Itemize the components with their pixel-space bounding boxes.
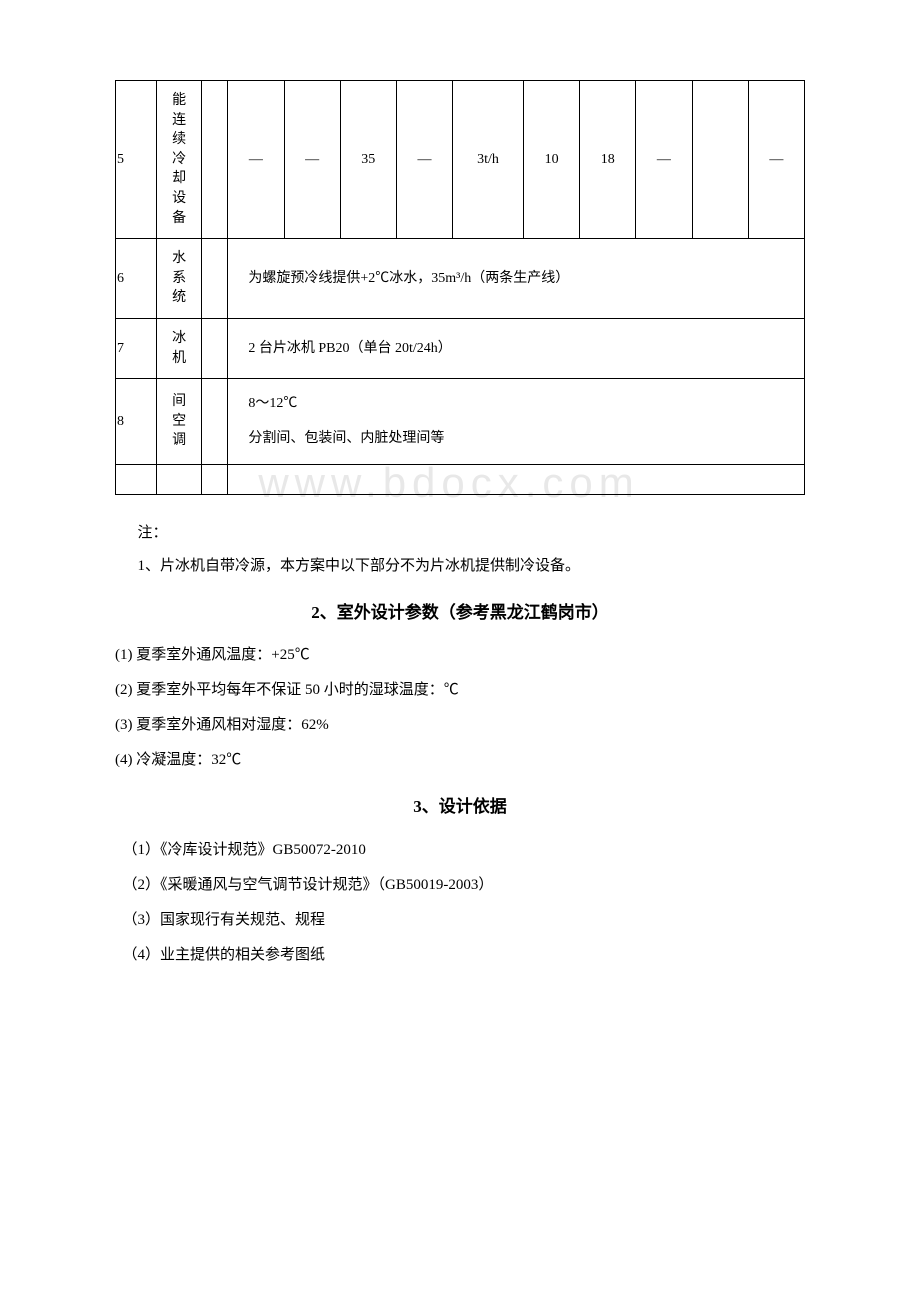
table-row-empty: www.bdocx.com	[116, 464, 805, 494]
row-name: 间空调	[157, 379, 201, 464]
parameters-table: 5 能连续冷却设备 — — 35 — 3t/h 10 18 — — 6 水系统 …	[115, 80, 805, 495]
merged-cell: 2 台片冰机 PB20（单台 20t/24h）	[228, 318, 805, 378]
table-row: 8 间空调 8～12℃ 分割间、包装间、内脏处理间等	[116, 379, 805, 464]
merged-cell: 为螺旋预冷线提供+2℃冰水，35m³/h（两条生产线）	[228, 239, 805, 319]
spacer-cell	[201, 379, 228, 464]
param-item: (4) 冷凝温度：32℃	[115, 747, 805, 774]
cell: 35	[340, 81, 396, 239]
notes-label: 注：	[115, 520, 805, 547]
empty-cell	[116, 464, 157, 494]
note-item: 1、片冰机自带冷源，本方案中以下部分不为片冰机提供制冷设备。	[115, 553, 805, 580]
param-item: (2) 夏季室外平均每年不保证 50 小时的湿球温度：℃	[115, 677, 805, 704]
param-item: （3）国家现行有关规范、规程	[115, 907, 805, 934]
cell: —	[284, 81, 340, 239]
table-row: 5 能连续冷却设备 — — 35 — 3t/h 10 18 — —	[116, 81, 805, 239]
cell: —	[748, 81, 804, 239]
param-item: (3) 夏季室外通风相对湿度：62%	[115, 712, 805, 739]
cell: 18	[580, 81, 636, 239]
cell: —	[396, 81, 452, 239]
row-number: 8	[116, 379, 157, 464]
row-name: 冰机	[157, 318, 201, 378]
section-3-heading: 3、设计依据	[115, 792, 805, 823]
spacer-cell	[201, 239, 228, 319]
empty-cell	[201, 464, 228, 494]
cell: —	[228, 81, 284, 239]
merged-cell-multiline: 8～12℃ 分割间、包装间、内脏处理间等	[228, 379, 805, 464]
param-item: (1) 夏季室外通风温度：+25℃	[115, 642, 805, 669]
cell: 3t/h	[453, 81, 524, 239]
empty-cell	[157, 464, 201, 494]
spacer-cell	[201, 81, 228, 239]
section-2-heading: 2、室外设计参数（参考黑龙江鹤岗市）	[115, 598, 805, 629]
spacer-cell	[201, 318, 228, 378]
merged-line: 分割间、包装间、内脏处理间等	[248, 426, 784, 451]
table-row: 7 冰机 2 台片冰机 PB20（单台 20t/24h）	[116, 318, 805, 378]
row-number: 6	[116, 239, 157, 319]
empty-cell: www.bdocx.com	[228, 464, 805, 494]
table-row: 6 水系统 为螺旋预冷线提供+2℃冰水，35m³/h（两条生产线）	[116, 239, 805, 319]
cell	[692, 81, 748, 239]
param-item: （4）业主提供的相关参考图纸	[115, 942, 805, 969]
merged-line: 8～12℃	[248, 391, 784, 416]
row-number: 7	[116, 318, 157, 378]
param-item: （1）《冷库设计规范》GB50072-2010	[115, 837, 805, 864]
cell: —	[636, 81, 692, 239]
param-item: （2）《采暖通风与空气调节设计规范》（GB50019-2003）	[115, 872, 805, 899]
cell: 10	[524, 81, 580, 239]
row-name: 能连续冷却设备	[157, 81, 201, 239]
row-name: 水系统	[157, 239, 201, 319]
document-body: 5 能连续冷却设备 — — 35 — 3t/h 10 18 — — 6 水系统 …	[115, 80, 805, 969]
row-number: 5	[116, 81, 157, 239]
